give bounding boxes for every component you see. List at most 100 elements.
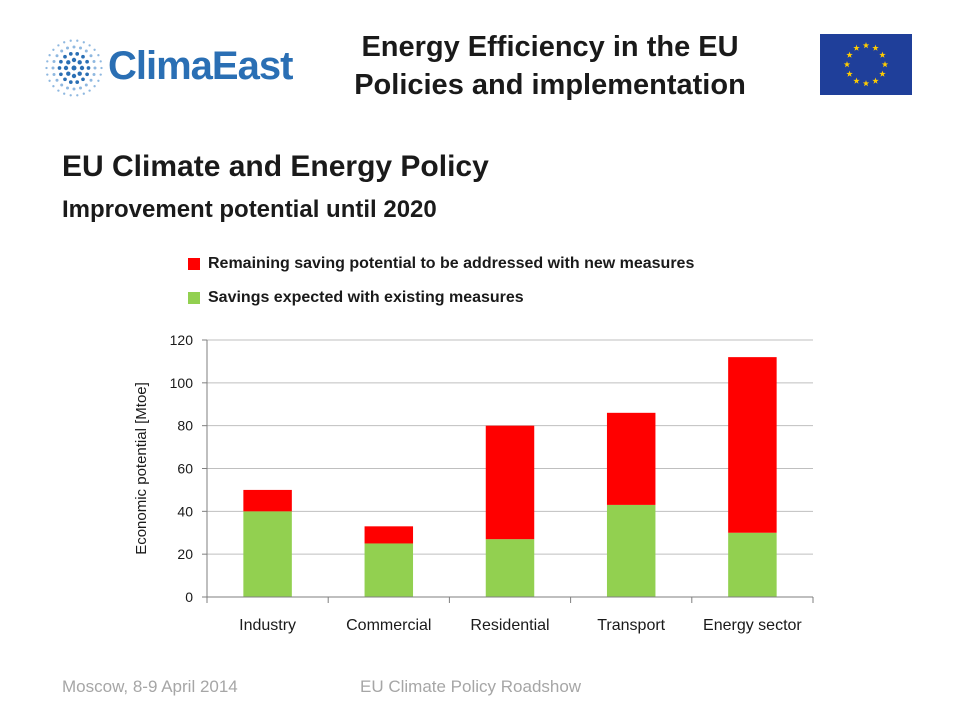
logo-dot [66,60,71,65]
bar-existing-measures [364,543,414,597]
header-title-line1: Energy Efficiency in the EU [361,31,739,63]
logo-text: ClimaEast [108,44,293,88]
logo-dot [82,41,85,44]
flag-star [853,44,860,51]
logo-dot [57,44,60,47]
logo-dot [76,39,79,42]
logo-dot [71,73,77,79]
y-tick-label: 0 [185,589,193,605]
y-tick-label: 80 [177,418,193,434]
logo-dot [45,66,48,70]
logo-dot [100,66,103,70]
section-title: EU Climate and Energy Policy [62,150,489,183]
logo-dot [72,87,76,91]
logo-dot [99,60,102,63]
logo-dot [89,78,93,82]
logo-dot [92,73,96,76]
logo-dot [71,65,77,71]
flag-star [881,61,889,68]
bar-existing-measures [243,511,292,597]
logo-dot [52,85,55,88]
legend-item-existing: Savings expected with existing measures [188,288,694,308]
logo-dot [97,79,100,82]
logo-dot [60,83,64,87]
x-category-label: Industry [239,617,296,634]
logo-dot [81,77,85,82]
y-tick-label: 120 [170,332,194,348]
chart-legend: Remaining saving potential to be address… [188,254,694,322]
logo-dot [89,54,93,58]
x-category-label: Commercial [346,617,431,634]
logo-dot [69,39,72,42]
logo-dot [48,79,51,82]
logo-dot [66,86,69,90]
logo-dot [55,78,59,82]
logo-dot [60,49,64,53]
header-title: Energy Efficiency in the EU Policies and… [300,28,800,104]
legend-label-existing: Savings expected with existing measures [208,289,524,306]
flag-star [846,70,853,77]
logo-dot [63,41,66,44]
y-tick-label: 60 [177,461,193,477]
bar-remaining-potential [485,425,535,540]
bar-remaining-potential [243,489,292,512]
bar-existing-measures [606,504,656,597]
logo-dot [92,60,96,63]
logo-dot [68,80,73,84]
climaeast-logo: ClimaEast [44,38,294,98]
eu-flag [820,34,912,95]
logo-dot [84,49,88,53]
logo-dot [85,72,89,77]
logo-dot [59,59,63,64]
logo-dot [75,80,80,84]
logo-dot [46,60,49,63]
logo-dot [52,73,56,76]
legend-item-remaining: Remaining saving potential to be address… [188,254,694,274]
logo-dot [63,54,67,59]
logo-dot [93,66,97,70]
legend-swatch-existing [188,292,200,304]
y-tick-label: 40 [177,503,193,519]
logo-dot [88,89,91,92]
logo-dot [46,73,49,76]
flag-star [862,80,870,87]
logo-dot [51,66,55,70]
logo-dot [86,66,91,70]
flag-star [879,51,886,58]
logo-dot [57,89,60,92]
y-axis-label: Economic potential [Mtoe] [133,382,150,555]
footer-event: EU Climate Policy Roadshow [360,677,582,696]
logo-dot [76,94,79,97]
flag-star [846,51,853,58]
logo-dot [93,85,96,88]
logo-dots-icon [45,39,103,97]
logo-dot [72,45,76,49]
logo-dot [77,71,82,76]
header-title-line2: Policies and implementation [354,69,746,101]
flag-star [862,42,870,49]
logo-dot [52,60,56,63]
logo-dot [85,59,89,64]
logo-dot [75,52,80,56]
logo-dot [68,52,73,56]
logo-dot [69,94,72,97]
bar-existing-measures [485,539,535,597]
bar-remaining-potential [364,526,414,544]
flag-star [872,77,879,84]
logo-dot [88,44,91,47]
x-category-label: Residential [470,617,549,634]
flag-star [843,61,851,68]
logo-dot [77,60,82,65]
logo-dot [57,66,62,70]
legend-swatch-remaining [188,258,200,270]
logo-dot [66,46,69,50]
logo-dot [82,92,85,95]
logo-dot [99,73,102,76]
x-category-label: Energy sector [703,617,802,634]
y-tick-label: 100 [170,375,194,391]
eu-stars-icon [843,42,889,87]
logo-dot [52,48,55,51]
bar-remaining-potential [728,357,777,533]
x-category-label: Transport [597,617,665,634]
